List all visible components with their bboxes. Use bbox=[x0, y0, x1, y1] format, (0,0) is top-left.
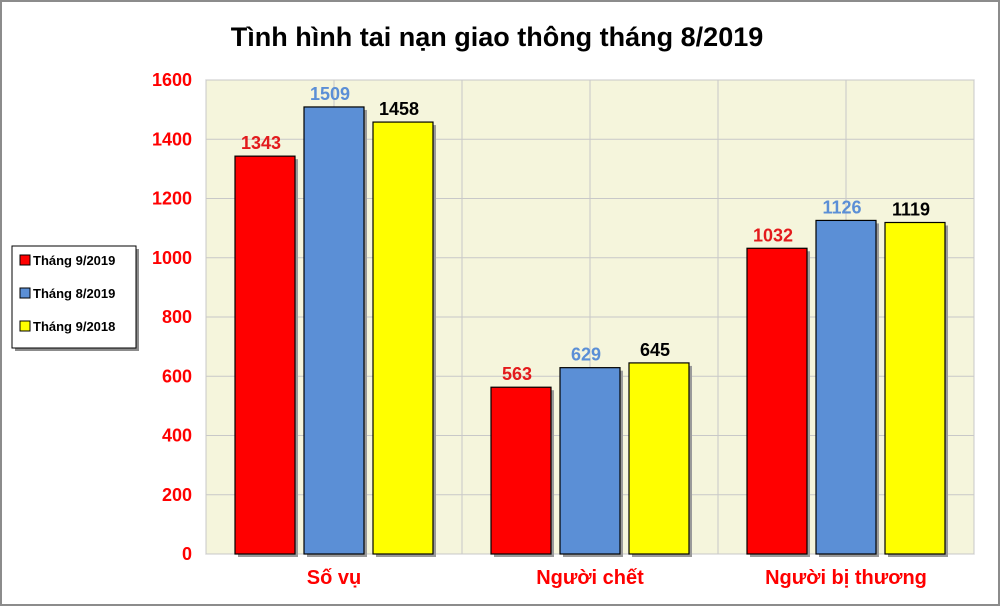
y-tick-label: 1200 bbox=[152, 189, 192, 209]
legend-label: Tháng 8/2019 bbox=[33, 286, 115, 301]
legend-label: Tháng 9/2018 bbox=[33, 319, 115, 334]
y-tick-label: 0 bbox=[182, 544, 192, 564]
y-tick-label: 1600 bbox=[152, 70, 192, 90]
data-label: 1458 bbox=[379, 99, 419, 119]
legend-box bbox=[11, 245, 137, 349]
data-label: 629 bbox=[571, 345, 601, 365]
data-label: 1509 bbox=[310, 84, 350, 104]
y-tick-label: 400 bbox=[162, 426, 192, 446]
legend: Tháng 9/2019 Tháng 8/2019 Tháng 9/2018 bbox=[11, 245, 139, 351]
x-tick-label: Người chết bbox=[536, 567, 644, 589]
legend-swatch bbox=[19, 287, 31, 299]
bar bbox=[628, 362, 690, 555]
data-label: 563 bbox=[502, 364, 532, 384]
bar bbox=[490, 386, 552, 555]
legend-label: Tháng 9/2019 bbox=[33, 253, 115, 268]
y-tick-label: 600 bbox=[162, 366, 192, 386]
bar bbox=[303, 106, 365, 555]
bar bbox=[815, 219, 877, 555]
data-label: 1343 bbox=[241, 133, 281, 153]
data-label: 1119 bbox=[892, 199, 930, 219]
y-tick-label: 1000 bbox=[152, 248, 192, 268]
bar bbox=[746, 247, 808, 555]
y-tick-label: 1400 bbox=[152, 129, 192, 149]
chart-title: Tình hình tai nạn giao thông tháng 8/201… bbox=[231, 22, 764, 52]
y-tick-label: 800 bbox=[162, 307, 192, 327]
y-tick-label: 200 bbox=[162, 485, 192, 505]
bar bbox=[234, 155, 296, 555]
bar bbox=[372, 121, 434, 555]
legend-swatch bbox=[19, 320, 31, 332]
data-labels: 1343 1509 1458 563 629 645 1032 1126 1119 bbox=[241, 84, 930, 384]
data-label: 1032 bbox=[753, 225, 793, 245]
bars bbox=[234, 106, 948, 558]
bar bbox=[559, 367, 621, 555]
y-axis-ticks: 0 200 400 600 800 1000 1200 1400 1600 bbox=[152, 70, 192, 564]
bar bbox=[884, 221, 946, 555]
x-tick-label: Số vụ bbox=[307, 567, 361, 589]
x-axis-labels: Số vụ Người chết Người bị thương bbox=[307, 567, 927, 589]
data-label: 645 bbox=[640, 340, 670, 360]
data-label: 1126 bbox=[822, 197, 861, 217]
legend-swatch bbox=[19, 254, 31, 266]
x-tick-label: Người bị thương bbox=[765, 567, 927, 589]
